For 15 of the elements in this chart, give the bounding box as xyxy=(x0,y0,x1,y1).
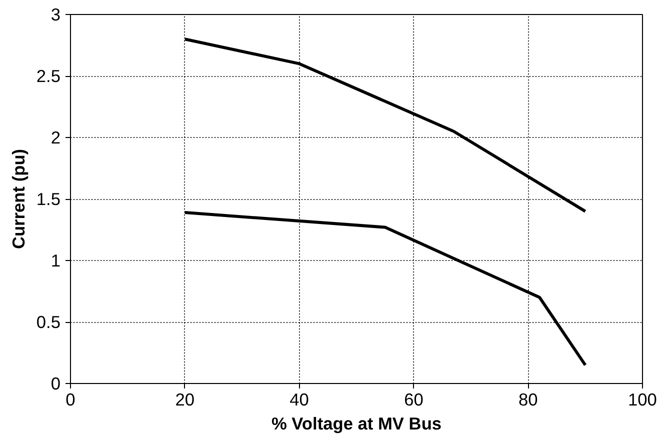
x-tick-label: 40 xyxy=(290,390,309,410)
x-tick-label: 0 xyxy=(66,390,76,410)
y-tick-label: 1 xyxy=(50,250,61,270)
x-tick-label: 20 xyxy=(175,390,195,410)
y-tick-label: 2 xyxy=(50,128,61,148)
y-tick-label: 1.5 xyxy=(36,189,61,209)
y-tick-label: 0 xyxy=(50,374,61,394)
x-tick-label: 80 xyxy=(518,390,538,410)
x-axis-title: % Voltage at MV Bus xyxy=(271,414,442,434)
x-tick-label: 60 xyxy=(404,390,424,410)
y-tick-label: 0.5 xyxy=(36,312,61,332)
y-tick-label: 2.5 xyxy=(36,66,61,86)
x-tick-label: 100 xyxy=(628,390,657,410)
y-axis-title: Current (pu) xyxy=(8,148,28,250)
y-tick-label: 3 xyxy=(50,4,61,24)
